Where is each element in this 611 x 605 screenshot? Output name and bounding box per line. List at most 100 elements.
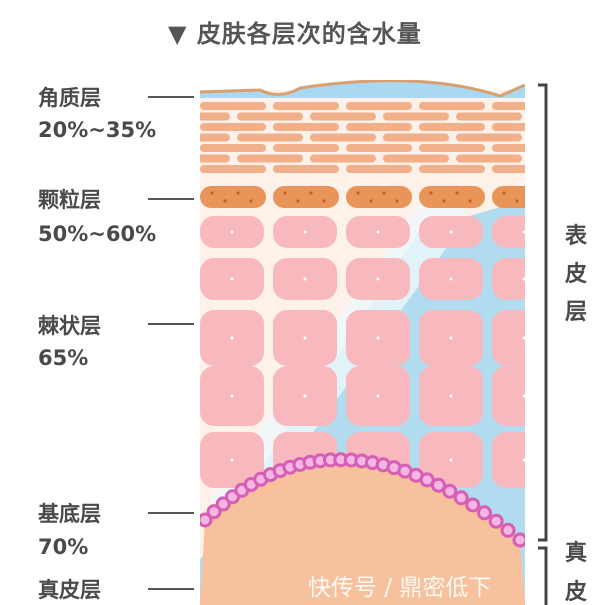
basal-cell xyxy=(206,504,222,520)
epidermis-bracket xyxy=(538,83,548,542)
basal-cell xyxy=(500,522,516,538)
water-spinous: 65% xyxy=(38,346,89,370)
pointer-line-dermis xyxy=(148,588,194,590)
cell-nucleus xyxy=(376,394,380,398)
label-dermis-right-1: 真 xyxy=(565,541,588,566)
label-basal: 基底层 xyxy=(38,502,101,526)
granular-cell xyxy=(492,186,525,208)
corneum-cell xyxy=(383,112,449,121)
diagram-title: ▼ 皮肤各层次的含水量 xyxy=(168,20,422,48)
corneum-cell xyxy=(346,144,412,152)
corneum-cell xyxy=(200,165,266,173)
spinous-cell xyxy=(492,216,525,248)
water-granular: 50%~60% xyxy=(38,222,157,246)
basal-cell xyxy=(453,490,469,506)
cell-nucleus xyxy=(449,277,453,281)
cell-nucleus xyxy=(449,230,453,234)
cell-nucleus xyxy=(449,336,453,340)
corneum-cell xyxy=(273,165,339,173)
cell-nucleus xyxy=(303,336,307,340)
corneum-cell xyxy=(529,113,595,121)
corneum-cell xyxy=(310,112,376,121)
granule xyxy=(236,191,240,195)
basal-cell xyxy=(430,477,446,493)
granule xyxy=(455,191,459,195)
label-granular: 颗粒层 xyxy=(38,188,101,212)
corneum-cell xyxy=(200,123,266,131)
corneum-cell xyxy=(492,123,525,131)
label-spinous: 棘状层 xyxy=(38,314,101,338)
spinous-cell xyxy=(492,310,525,366)
basal-cell xyxy=(442,483,458,499)
corneum-cell xyxy=(456,154,522,163)
cell-nucleus xyxy=(522,458,525,462)
corneum-cell xyxy=(419,144,485,152)
granule xyxy=(210,191,214,195)
watermark: 快传号 / 鼎密低下 xyxy=(308,575,492,601)
granule xyxy=(356,191,360,195)
corneum-cell xyxy=(456,133,522,142)
granule xyxy=(541,199,544,202)
granule xyxy=(442,199,446,203)
corneum-cell xyxy=(492,144,525,152)
cell-nucleus xyxy=(303,394,307,398)
cell-nucleus xyxy=(376,336,380,340)
corneum-cell xyxy=(200,154,230,163)
basal-cell xyxy=(488,513,504,529)
corneum-cell xyxy=(492,165,525,173)
cell-nucleus xyxy=(522,277,525,281)
spinous-cell xyxy=(492,432,525,488)
corneum-cell xyxy=(200,112,230,121)
granule xyxy=(528,191,531,194)
cell-nucleus xyxy=(230,230,234,234)
corneum-cell xyxy=(237,112,303,121)
cell-nucleus xyxy=(230,394,234,398)
corneum-cell xyxy=(310,154,376,163)
cell-nucleus xyxy=(303,230,307,234)
basal-cell xyxy=(476,505,492,521)
cell-nucleus xyxy=(522,336,525,340)
granule xyxy=(382,191,386,195)
granule xyxy=(369,199,373,203)
granule xyxy=(296,199,300,203)
corneum-cell xyxy=(419,102,485,110)
cell-nucleus xyxy=(230,458,234,462)
corneum-cell xyxy=(273,102,339,110)
corneum-cell xyxy=(529,155,595,163)
granule xyxy=(283,191,287,195)
corneum-cell xyxy=(273,123,339,131)
cell-nucleus xyxy=(230,336,234,340)
basal-cell xyxy=(512,532,525,548)
label-corneum: 角质层 xyxy=(38,86,101,110)
granule xyxy=(249,199,253,203)
corneum-cell xyxy=(200,144,266,152)
label-dermis-right-2: 皮 xyxy=(565,580,588,605)
granule xyxy=(223,199,227,203)
granule xyxy=(395,199,399,203)
corneum-cell xyxy=(346,123,412,131)
corneum-cell xyxy=(237,133,303,142)
dermis-bracket xyxy=(538,546,548,605)
corneum-cell xyxy=(383,133,449,142)
pointer-line-spinous xyxy=(148,323,194,325)
spinous-cell xyxy=(492,366,525,426)
corneum-cell xyxy=(529,134,595,142)
corneum-cell xyxy=(310,133,376,142)
corneum-cell xyxy=(419,123,485,131)
corneum-cell xyxy=(346,102,412,110)
granule xyxy=(309,191,313,195)
corneum-cell xyxy=(456,112,522,121)
cell-nucleus xyxy=(449,394,453,398)
pointer-line-basal xyxy=(148,512,194,514)
basal-cell xyxy=(200,512,213,528)
cell-nucleus xyxy=(376,277,380,281)
granule xyxy=(468,199,472,203)
pointer-line-granular xyxy=(148,198,194,200)
granular-cell xyxy=(273,186,339,208)
pointer-line-corneum xyxy=(148,96,194,98)
corneum-cell xyxy=(419,165,485,173)
granule xyxy=(502,191,506,195)
cell-nucleus xyxy=(230,277,234,281)
